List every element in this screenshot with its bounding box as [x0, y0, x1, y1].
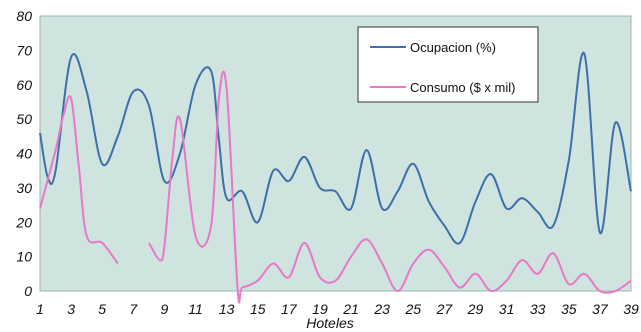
y-tick-label: 0	[24, 283, 32, 299]
series-line	[148, 70, 632, 304]
x-tick-label: 29	[467, 301, 484, 317]
plot-area	[39, 15, 632, 292]
x-tick-label: 31	[499, 301, 515, 317]
legend-label-consumo: Consumo ($ x mil)	[410, 80, 515, 95]
x-tick-label: 35	[561, 301, 577, 317]
x-tick-label: 7	[129, 301, 138, 317]
x-tick-label: 23	[373, 301, 390, 317]
x-tick-label: 5	[98, 301, 106, 317]
y-tick-label: 50	[16, 111, 32, 127]
y-axis-ticks: 0 10 20 30 40 50 60 70 80	[15, 8, 32, 299]
series-layer	[39, 51, 632, 304]
series-consumo	[39, 70, 632, 304]
x-axis-ticks: 1 3 5 7 9 11 13 15 17 19 21 23 25 27 29 31 33 35 37 39	[36, 301, 639, 317]
y-tick-label: 10	[16, 249, 32, 265]
x-tick-label: 21	[342, 301, 359, 317]
x-tick-label: 13	[219, 301, 235, 317]
legend-label-ocupacion: Ocupacion (%)	[410, 40, 496, 55]
x-tick-label: 39	[623, 301, 639, 317]
x-tick-label: 17	[281, 301, 298, 317]
y-tick-label: 20	[15, 214, 32, 230]
series-line	[39, 95, 119, 265]
series-ocupacion	[39, 51, 632, 245]
x-tick-label: 33	[530, 301, 546, 317]
x-tick-label: 3	[67, 301, 75, 317]
x-tick-label: 27	[436, 301, 454, 317]
x-tick-label: 15	[250, 301, 266, 317]
legend: Ocupacion (%) Consumo ($ x mil)	[357, 26, 539, 103]
x-tick-label: 25	[404, 301, 421, 317]
x-tick-label: 37	[592, 301, 609, 317]
y-tick-label: 30	[16, 180, 32, 196]
y-tick-label: 70	[16, 42, 32, 58]
x-tick-label: 19	[312, 301, 328, 317]
y-tick-label: 60	[16, 77, 32, 93]
x-axis-title: Hoteles	[306, 315, 353, 331]
x-tick-label: 1	[36, 301, 44, 317]
legend-box	[357, 26, 539, 103]
y-tick-label: 40	[16, 146, 32, 162]
x-tick-label: 11	[188, 301, 203, 317]
x-tick-label: 9	[161, 301, 169, 317]
y-tick-label: 80	[16, 8, 32, 24]
series-line	[39, 51, 632, 245]
